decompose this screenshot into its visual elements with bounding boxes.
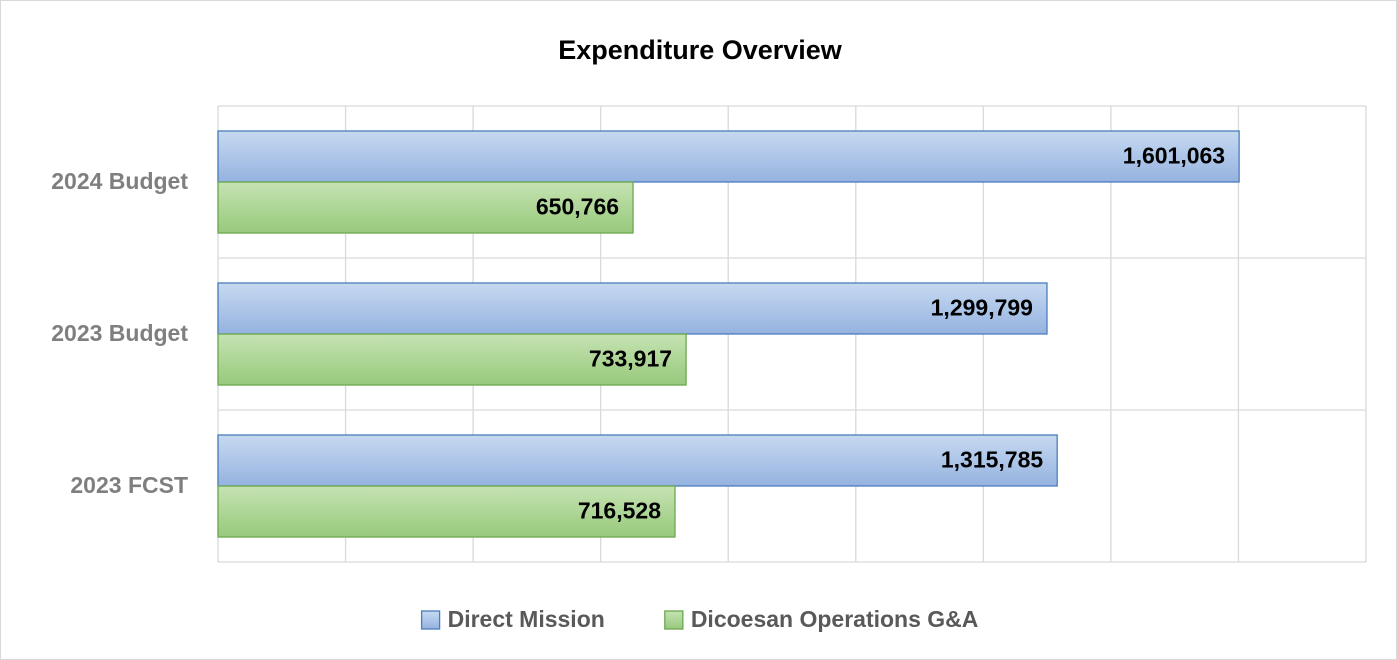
y-tick-label: 2023 FCST bbox=[70, 472, 188, 498]
data-label: 1,601,063 bbox=[1123, 143, 1225, 169]
bar bbox=[217, 282, 1048, 335]
legend-label: Dicoesan Operations G&A bbox=[691, 606, 979, 632]
bar bbox=[217, 130, 1240, 183]
data-label: 716,528 bbox=[578, 498, 661, 524]
bar bbox=[217, 434, 1058, 487]
bar bbox=[217, 181, 634, 234]
bar bbox=[217, 333, 687, 386]
data-label: 1,315,785 bbox=[941, 447, 1044, 473]
legend-swatch bbox=[420, 610, 441, 630]
data-label: 733,917 bbox=[589, 346, 672, 372]
y-tick-label: 2024 Budget bbox=[51, 168, 188, 194]
chart-title: Expenditure Overview bbox=[558, 35, 843, 65]
bar bbox=[217, 485, 676, 538]
y-tick-label: 2023 Budget bbox=[51, 320, 188, 346]
data-label: 650,766 bbox=[536, 194, 619, 220]
legend-swatch bbox=[664, 610, 684, 630]
legend-label: Direct Mission bbox=[448, 606, 605, 632]
data-label: 1,299,799 bbox=[931, 295, 1033, 321]
